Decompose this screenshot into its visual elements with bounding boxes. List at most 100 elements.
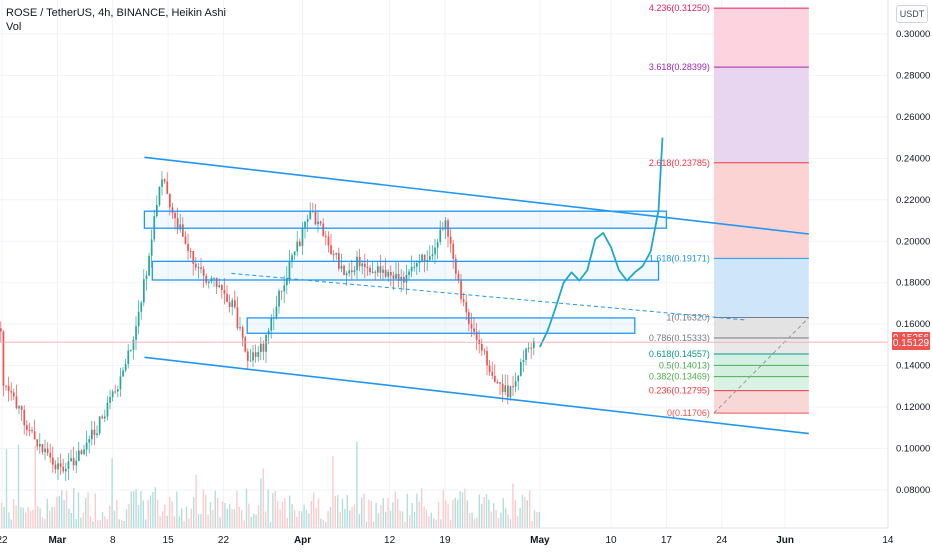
volume-bar bbox=[17, 444, 20, 528]
volume-bar bbox=[145, 519, 147, 528]
fib-label-0: 0(0.11706) bbox=[667, 408, 710, 418]
candle-body bbox=[366, 266, 369, 268]
currency-unit-button[interactable]: USDT bbox=[896, 5, 928, 23]
volume-bar bbox=[190, 508, 192, 528]
volume-bar bbox=[13, 499, 15, 528]
volume-bar bbox=[149, 495, 152, 528]
volume-bar bbox=[51, 507, 53, 528]
candle-body bbox=[49, 453, 52, 458]
volume-bar bbox=[87, 492, 89, 528]
candle-body bbox=[400, 277, 403, 281]
volume-bar bbox=[490, 511, 492, 528]
time-tick-label: Jun bbox=[776, 535, 794, 546]
candle-body bbox=[132, 339, 135, 350]
candle-body bbox=[18, 406, 20, 409]
volume-bar bbox=[370, 501, 372, 528]
candle-body bbox=[512, 386, 514, 388]
candle-body bbox=[486, 351, 488, 366]
candle-body bbox=[345, 273, 348, 276]
candle-body bbox=[384, 269, 387, 277]
fib-label-0.382: 0.382(0.13469) bbox=[649, 372, 710, 382]
volume-bar bbox=[142, 500, 144, 528]
candle-body bbox=[517, 375, 520, 382]
volume-bar bbox=[517, 516, 519, 528]
candle-body bbox=[434, 247, 436, 255]
volume-bar bbox=[440, 519, 442, 528]
candle-body bbox=[223, 290, 226, 294]
volume-bar bbox=[435, 519, 437, 528]
candle-body bbox=[109, 397, 111, 403]
candle-body bbox=[395, 273, 397, 279]
volume-bar bbox=[229, 504, 231, 528]
volume-bar bbox=[356, 441, 358, 528]
volume-bar bbox=[154, 487, 156, 528]
candle-body bbox=[39, 444, 41, 447]
volume-bar bbox=[404, 521, 406, 528]
candle-body bbox=[187, 243, 189, 251]
candle-body bbox=[239, 327, 241, 329]
volume-bar bbox=[3, 506, 5, 528]
volume-bar bbox=[65, 490, 68, 528]
candle-body bbox=[158, 186, 161, 206]
volume-bar bbox=[334, 495, 336, 528]
volume-bar bbox=[265, 511, 267, 528]
candle-body bbox=[114, 391, 117, 393]
volume-bar bbox=[481, 503, 483, 528]
volume-bar bbox=[509, 519, 512, 528]
volume-bar bbox=[20, 506, 22, 528]
candle-body bbox=[254, 352, 257, 357]
volume-bar bbox=[286, 517, 288, 528]
volume-bar bbox=[202, 489, 204, 528]
candle-body bbox=[291, 255, 293, 262]
volume-bar bbox=[305, 509, 308, 528]
price-tick-label: 0.26000 bbox=[896, 112, 930, 123]
fib-label-0.618: 0.618(0.14557) bbox=[649, 349, 710, 359]
volume-bar bbox=[255, 514, 257, 528]
volume-bar bbox=[8, 512, 10, 528]
volume-bar bbox=[514, 500, 516, 528]
volume-bar bbox=[526, 500, 528, 528]
candle-body bbox=[124, 364, 127, 371]
price-tick-label: 0.10000 bbox=[896, 444, 930, 455]
candle-body bbox=[98, 416, 101, 434]
candle-body bbox=[184, 236, 187, 244]
volume-bar bbox=[75, 518, 77, 528]
candle-body bbox=[293, 251, 296, 256]
volume-label[interactable]: Vol bbox=[6, 21, 22, 33]
candle-body bbox=[374, 271, 377, 273]
volume-bar bbox=[238, 506, 240, 528]
candle-body bbox=[439, 229, 442, 242]
candle-body bbox=[488, 365, 491, 372]
candle-body bbox=[390, 272, 392, 276]
time-tick-label: 19 bbox=[439, 535, 451, 546]
volume-bar bbox=[485, 494, 488, 528]
volume-bar bbox=[221, 501, 224, 528]
volume-bar bbox=[169, 496, 171, 528]
price-tick-label: 0.24000 bbox=[896, 153, 930, 164]
fib-zone-1 bbox=[713, 258, 809, 318]
candle-body bbox=[309, 211, 312, 219]
volume-bar bbox=[389, 510, 392, 528]
candle-body bbox=[179, 224, 182, 230]
volume-bar bbox=[92, 521, 94, 528]
fib-zone-0.5 bbox=[713, 354, 809, 366]
symbol-title[interactable]: ROSE / TetherUS, 4h, BINANCE, Heikin Ash… bbox=[6, 7, 226, 19]
candle-body bbox=[379, 266, 382, 273]
candle-body bbox=[520, 362, 522, 376]
volume-bar bbox=[262, 468, 264, 528]
time-tick-label: 22 bbox=[218, 535, 230, 546]
fibonacci-tool: 0(0.11706) 0.236(0.12795) 0.382(0.13469) 0.… bbox=[649, 3, 810, 418]
volume-bar bbox=[217, 497, 219, 528]
volume-bar bbox=[61, 490, 63, 528]
volume-bar bbox=[320, 518, 322, 528]
volume-bar bbox=[349, 510, 351, 528]
candle-body bbox=[348, 270, 351, 274]
zone-box-3 bbox=[246, 317, 636, 334]
candle-body bbox=[481, 344, 483, 351]
candle-body bbox=[52, 457, 54, 465]
fib-trend-line bbox=[713, 317, 810, 414]
volume-bar bbox=[454, 497, 456, 528]
volume-bar bbox=[452, 499, 454, 528]
